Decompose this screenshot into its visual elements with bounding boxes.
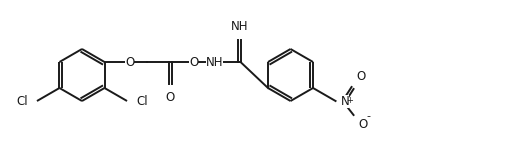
Text: -: - [366, 111, 370, 121]
Text: O: O [357, 70, 366, 83]
Text: O: O [189, 55, 198, 69]
Text: Cl: Cl [136, 95, 148, 107]
Text: O: O [125, 55, 134, 69]
Text: NH: NH [231, 20, 248, 33]
Text: Cl: Cl [16, 95, 28, 107]
Text: NH: NH [206, 55, 223, 69]
Text: N: N [340, 95, 350, 107]
Text: +: + [346, 96, 354, 105]
Text: O: O [165, 91, 174, 104]
Text: O: O [359, 118, 368, 131]
